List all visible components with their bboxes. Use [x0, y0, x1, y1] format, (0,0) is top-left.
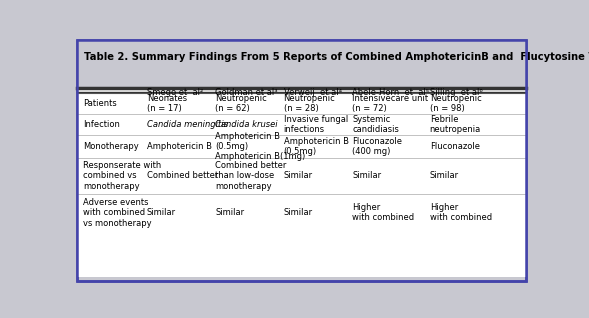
Bar [77, 40, 527, 90]
FancyBboxPatch shape [77, 40, 527, 281]
Text: Higher
with combined: Higher with combined [352, 203, 414, 222]
Text: Adverse events
with combined
vs monotherapy: Adverse events with combined vs monother… [82, 198, 151, 227]
Text: Responserate with
combined vs
monotherapy: Responserate with combined vs monotherap… [82, 161, 161, 191]
Text: Higher
with combined: Higher with combined [430, 203, 492, 222]
Text: Similar: Similar [284, 171, 313, 180]
Text: Combined better
than low-dose
monotherapy: Combined better than low-dose monotherap… [215, 161, 286, 191]
Text: Amphotericin B
(0.5mg): Amphotericin B (0.5mg) [284, 137, 349, 156]
Text: Amphotericin B: Amphotericin B [147, 142, 211, 151]
Text: Candida meningitis: Candida meningitis [147, 120, 228, 129]
Text: Neutropenic
(n = 62): Neutropenic (n = 62) [215, 94, 267, 113]
Text: Combined better: Combined better [147, 171, 218, 180]
Text: Similar: Similar [430, 171, 459, 180]
Text: Similar: Similar [284, 208, 313, 217]
Bar [77, 90, 527, 277]
Text: Systemic
candidiasis: Systemic candidiasis [352, 115, 399, 134]
Text: Amphotericin B
(0.5mg)
Amphotericin B(1mg): Amphotericin B (0.5mg) Amphotericin B(1m… [215, 132, 305, 162]
Text: Fluconazole: Fluconazole [430, 142, 479, 151]
Text: Monotherapy: Monotherapy [82, 142, 138, 151]
Text: Intensivecare unit
(n = 72): Intensivecare unit (n = 72) [352, 94, 428, 113]
Text: Smego et  al²: Smego et al² [147, 88, 203, 97]
Text: Neonates
(n = 17): Neonates (n = 17) [147, 94, 187, 113]
Text: Verweij  et al⁴: Verweij et al⁴ [284, 88, 342, 97]
Text: Neutropenic
(n = 28): Neutropenic (n = 28) [284, 94, 335, 113]
Text: Febrile
neutropenia: Febrile neutropenia [430, 115, 481, 134]
Text: Silling  et al⁶: Silling et al⁶ [430, 88, 482, 97]
Text: Candida krusei: Candida krusei [215, 120, 278, 129]
Text: Similar: Similar [352, 171, 381, 180]
Text: Neutropenic
(n = 98): Neutropenic (n = 98) [430, 94, 481, 113]
Text: Infection: Infection [82, 120, 120, 129]
Text: Abele-Horn  et  al⁵: Abele-Horn et al⁵ [352, 88, 429, 97]
Text: Goldman et al³: Goldman et al³ [215, 88, 278, 97]
Text: Similar: Similar [147, 208, 176, 217]
Text: Patients: Patients [82, 99, 117, 108]
Text: Table 2. Summary Findings From 5 Reports of Combined AmphotericinB and  Flucytos: Table 2. Summary Findings From 5 Reports… [84, 52, 589, 61]
Text: Invasive fungal
infections: Invasive fungal infections [284, 115, 348, 134]
Text: Fluconazole
(400 mg): Fluconazole (400 mg) [352, 137, 402, 156]
Text: Similar: Similar [215, 208, 244, 217]
